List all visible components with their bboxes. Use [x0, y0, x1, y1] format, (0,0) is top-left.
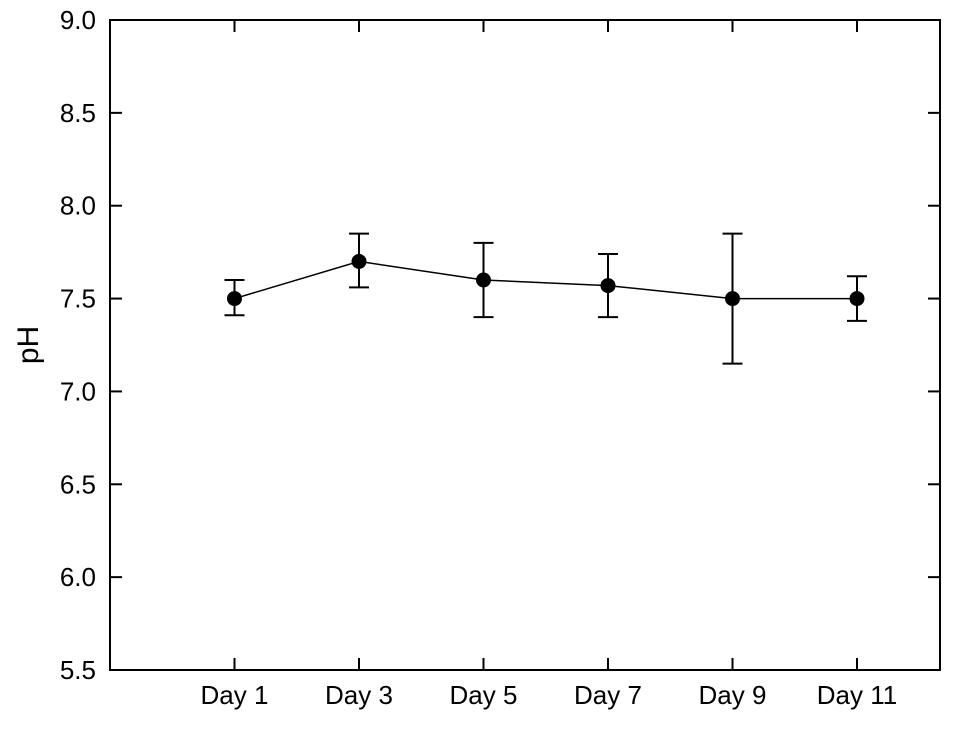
y-tick-label: 9.0 [60, 5, 96, 35]
y-tick-label: 6.5 [60, 469, 96, 499]
y-tick-label: 7.0 [60, 376, 96, 406]
data-point [228, 292, 242, 306]
y-tick-label: 7.5 [60, 284, 96, 314]
y-tick-label: 5.5 [60, 655, 96, 685]
data-point [477, 273, 491, 287]
data-point [352, 254, 366, 268]
y-tick-label: 8.0 [60, 191, 96, 221]
data-point [850, 292, 864, 306]
data-point [601, 279, 615, 293]
x-tick-label: Day 3 [325, 680, 393, 710]
x-tick-label: Day 7 [574, 680, 642, 710]
x-tick-label: Day 1 [201, 680, 269, 710]
data-point [726, 292, 740, 306]
y-tick-label: 6.0 [60, 562, 96, 592]
chart-svg: 5.5 6.0 6.5 7.0 7.5 8.0 8.5 9.0 Day 1 Day 3 Day 5 D… [0, 0, 964, 738]
series-line [235, 261, 858, 298]
x-tick-label: Day 5 [450, 680, 518, 710]
x-tick-label: Day 9 [699, 680, 767, 710]
y-axis-label: pH [12, 326, 45, 364]
y-tick-label: 8.5 [60, 98, 96, 128]
ph-chart: 5.5 6.0 6.5 7.0 7.5 8.0 8.5 9.0 Day 1 Day 3 Day 5 D… [0, 0, 964, 738]
x-tick-label: Day 11 [817, 680, 897, 710]
